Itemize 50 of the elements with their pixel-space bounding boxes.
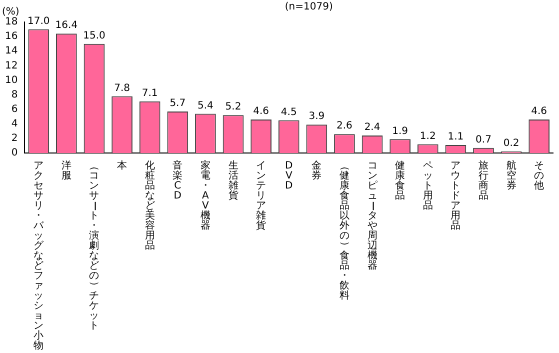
y-tick-label: 8 — [11, 89, 18, 100]
y-axis-title: (%) — [2, 6, 20, 18]
y-tick-label: 6 — [11, 104, 18, 115]
x-tick-label: 本 — [117, 160, 128, 172]
data-label: 16.4 — [55, 20, 78, 32]
data-label: 7.8 — [114, 82, 130, 94]
x-tick-label: 家電・AV機器 — [200, 160, 210, 232]
data-label: 3.9 — [308, 111, 325, 122]
x-tick-label: DVD — [285, 160, 294, 192]
y-tick-label: 4 — [11, 118, 18, 130]
data-label: 17.0 — [27, 16, 50, 27]
y-tick-label: 10 — [4, 74, 18, 86]
data-label: 0.7 — [476, 134, 492, 146]
data-label: 4.6 — [531, 106, 548, 118]
y-tick-label: 2 — [11, 133, 18, 144]
x-tick-label: その他 — [534, 160, 544, 192]
x-tick-label: 生活雑貨 — [228, 160, 238, 202]
data-label: 2.6 — [336, 120, 352, 132]
x-tick-label: 健康食品 — [395, 160, 406, 202]
category-label: アクセサリ・バッグなどファッション小物 — [34, 160, 44, 352]
category-label: コンピュータや周辺機器 — [366, 160, 378, 272]
x-tick-label: 洋服 — [61, 160, 72, 182]
data-label: 4.5 — [280, 106, 297, 118]
data-label: 7.1 — [142, 88, 158, 99]
category-label: 化粧品など美容用品 — [144, 160, 155, 252]
data-label: 2.4 — [364, 122, 380, 134]
chart-subtitle: (n=1079) — [284, 2, 333, 13]
data-label: 0.2 — [503, 138, 520, 150]
data-label: 5.2 — [225, 102, 242, 113]
x-tick-label: アウトドア用品 — [450, 160, 461, 232]
x-tick-label: ペット用品 — [422, 160, 433, 212]
y-tick-label: 0 — [11, 148, 18, 159]
data-label: 5.4 — [197, 100, 214, 112]
data-label: 15.0 — [83, 30, 106, 42]
x-tick-label: インテリア雑貨 — [256, 160, 266, 232]
data-label: 1.1 — [448, 132, 464, 143]
category-label: （健康食品以外の）食品・飲料 — [338, 161, 350, 302]
data-label: 4.6 — [253, 106, 270, 118]
x-tick-label: 航空券 — [506, 160, 516, 192]
x-tick-label: 音楽CD — [172, 160, 183, 202]
data-label: 5.7 — [170, 98, 186, 110]
y-tick-label: 16 — [4, 31, 18, 42]
y-tick-label: 14 — [4, 46, 18, 57]
x-tick-label: 旅行商品 — [478, 160, 488, 202]
y-tick-label: 18 — [4, 16, 18, 28]
data-label: 1.2 — [420, 130, 436, 142]
y-tick-label: 12 — [4, 60, 18, 72]
data-label: 1.9 — [392, 126, 408, 137]
category-label: （コンサート・演劇などの）チケット — [88, 161, 100, 332]
x-tick-label: 金券 — [312, 160, 322, 182]
